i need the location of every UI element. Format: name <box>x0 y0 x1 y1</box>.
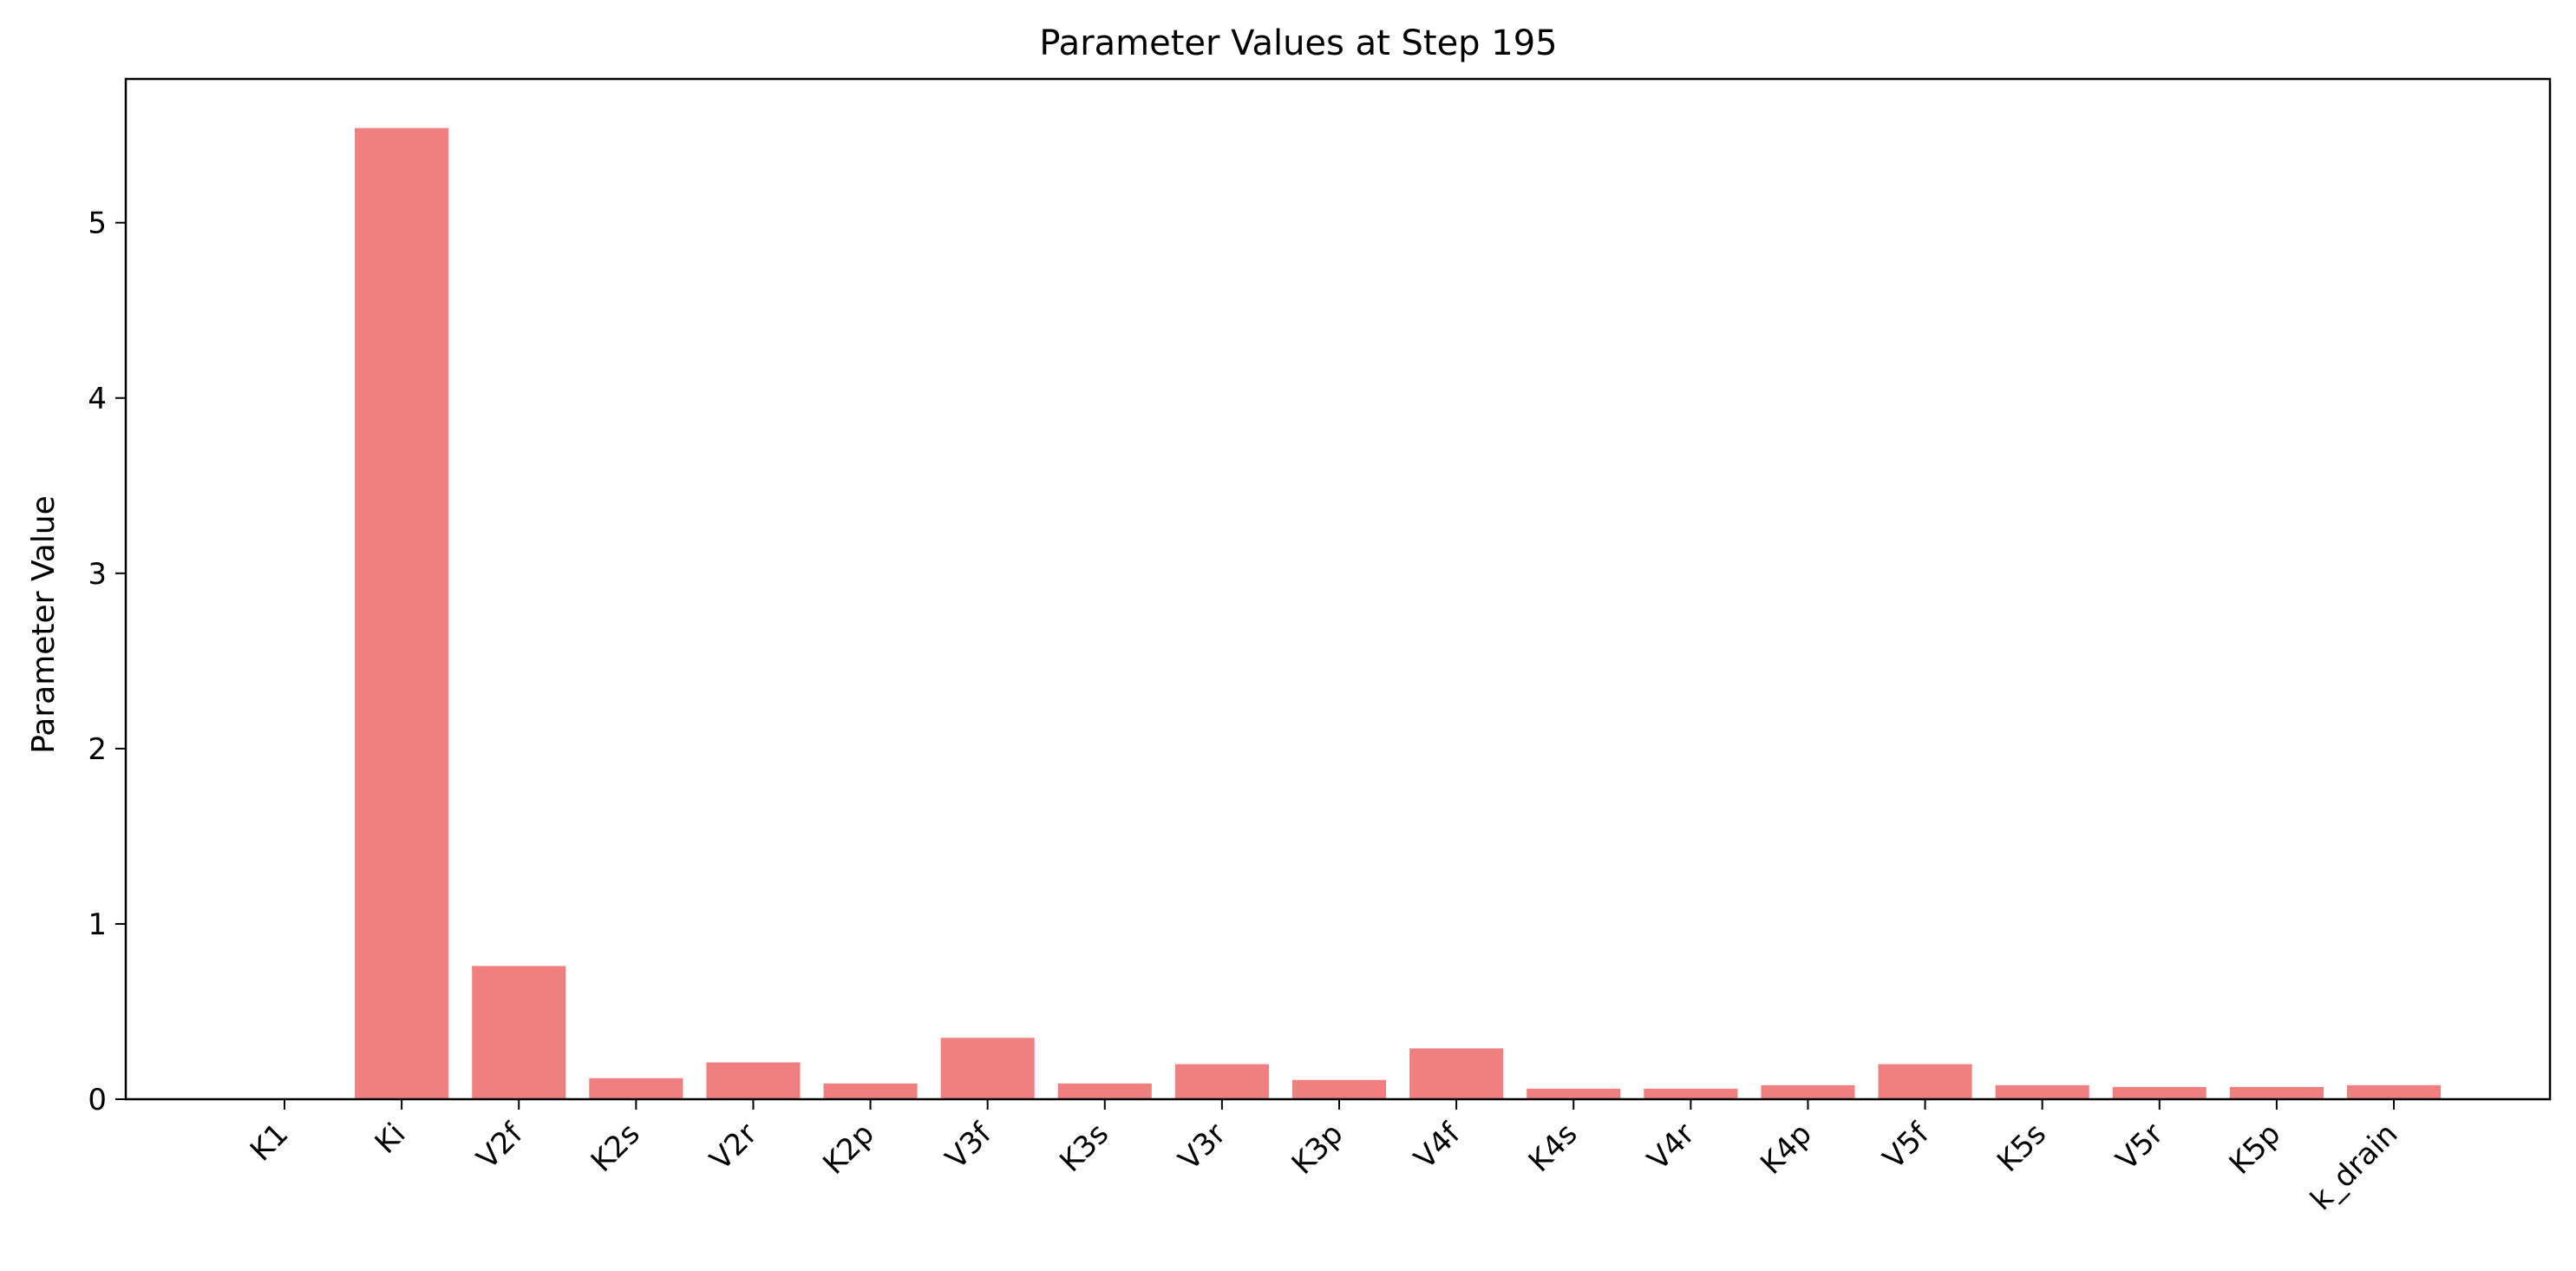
x-tick-label: k_drain <box>2304 1117 2404 1217</box>
y-tick-label: 0 <box>88 1083 107 1117</box>
y-tick-label: 2 <box>88 732 107 767</box>
y-axis-label: Parameter Value <box>26 495 62 754</box>
bar-ki <box>355 128 449 1100</box>
bar-v2f <box>472 966 566 1099</box>
y-tick-label: 5 <box>88 206 107 241</box>
bars-group <box>355 128 2442 1100</box>
y-tick-label: 3 <box>88 557 107 592</box>
bar-k4s <box>1527 1088 1621 1099</box>
x-tick-label: K3s <box>1053 1117 1115 1179</box>
y-axis-ticks: 0 1 2 3 4 5 <box>88 206 126 1117</box>
x-tick-label: V3r <box>1172 1117 1232 1177</box>
bar-k5s <box>1995 1084 2089 1099</box>
bar-k5p <box>2229 1086 2324 1099</box>
bar-v4r <box>1644 1088 1738 1099</box>
x-tick-label: K4p <box>1754 1117 1819 1182</box>
bar-k3p <box>1291 1079 1387 1099</box>
bar-v3f <box>940 1038 1035 1099</box>
bar-v4f <box>1409 1048 1504 1099</box>
bar-k2p <box>823 1083 918 1099</box>
plot-area-frame <box>124 77 2552 1101</box>
x-tick-label: V2f <box>470 1116 530 1176</box>
x-tick-label: K2s <box>585 1117 647 1179</box>
bar-v3r <box>1174 1064 1269 1099</box>
bar-k3s <box>1057 1083 1152 1099</box>
bar-k2s <box>589 1078 683 1099</box>
x-tick-label: V4r <box>1641 1117 1702 1177</box>
y-tick-label: 4 <box>88 382 107 416</box>
bar-k4p <box>1761 1084 1855 1099</box>
bar-k-drain <box>2346 1084 2442 1099</box>
x-tick-label: V2r <box>703 1117 764 1177</box>
x-tick-label: Ki <box>369 1117 413 1161</box>
x-tick-label: K2p <box>816 1117 881 1182</box>
x-tick-label: V3f <box>939 1116 999 1176</box>
x-tick-label: K5s <box>1991 1117 2053 1179</box>
x-axis-ticks: K1 Ki V2f K2s V2r K2p V3f K3s V3r K3p V4f K4s V4r K4p… <box>244 1099 2404 1217</box>
x-tick-label: K4s <box>1522 1117 1585 1179</box>
x-tick-label: K1 <box>244 1117 295 1168</box>
x-tick-label: V4f <box>1408 1116 1468 1176</box>
x-tick-label: V5f <box>1876 1116 1936 1176</box>
x-tick-label: K5p <box>2223 1117 2288 1182</box>
y-tick-label: 1 <box>88 907 107 942</box>
x-tick-label: V5r <box>2109 1117 2170 1177</box>
chart-title: Parameter Values at Step 195 <box>1039 23 1557 63</box>
bar-v5f <box>1878 1064 1972 1099</box>
bar-v5r <box>2112 1086 2207 1099</box>
x-tick-label: K3p <box>1285 1117 1350 1182</box>
bar-v2r <box>706 1062 801 1099</box>
